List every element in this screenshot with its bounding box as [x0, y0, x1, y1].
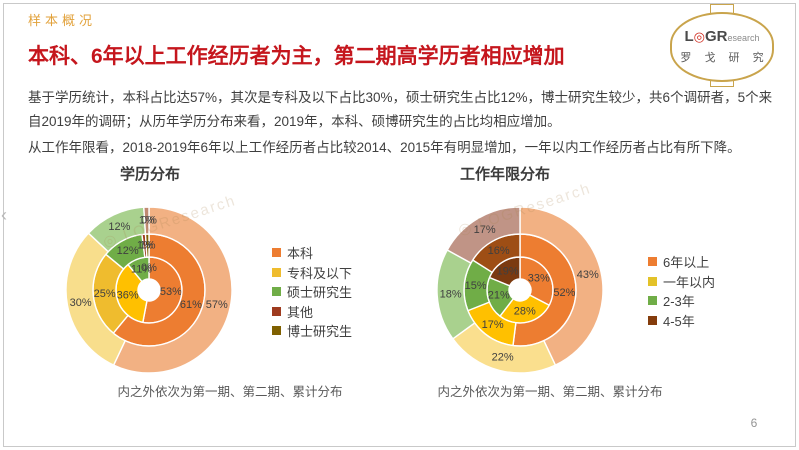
- slice-label: 25%: [94, 288, 116, 300]
- chart-title-tenure: 工作年限分布: [459, 166, 550, 183]
- legend-swatch-icon: [272, 267, 281, 277]
- slice-label: 0%: [141, 215, 157, 227]
- slice-label: 28%: [514, 306, 536, 318]
- slice-label: 16%: [488, 245, 510, 257]
- slice-label: 1%: [140, 240, 156, 252]
- slice-label: 12%: [117, 245, 139, 257]
- legend-item: 本科: [272, 243, 352, 263]
- tenure-caption: 内之外依次为第一期、第二期、累计分布: [437, 385, 663, 399]
- slice-label: 11%: [131, 263, 152, 275]
- legend-label: 一年以内: [663, 274, 716, 290]
- legend-swatch-icon: [272, 248, 281, 258]
- section-kicker: 样本概况: [28, 13, 97, 28]
- body-paragraph-2: 从工作年限看，2018-2019年6年以上工作经历者占比较2014、2015年有…: [28, 140, 741, 155]
- slice-label: 19%: [497, 266, 519, 278]
- slice-label: 17%: [482, 319, 504, 331]
- slice-label: 57%: [206, 299, 228, 311]
- slice-label: 36%: [117, 290, 139, 302]
- legend-swatch-icon: [272, 306, 281, 316]
- slice-label: 33%: [528, 273, 550, 285]
- legend-item: 博士研究生: [272, 321, 352, 341]
- legend-swatch-icon: [648, 276, 657, 286]
- slice-label: 53%: [160, 286, 182, 298]
- logo-chinese-name: 罗 戈 研 究: [680, 52, 769, 64]
- legend-swatch-icon: [648, 315, 657, 325]
- legend-label: 硕士研究生: [287, 285, 353, 301]
- logo: L◎GResearch 罗 戈 研 究: [666, 4, 776, 88]
- logo-wordmark: L◎GResearch: [684, 28, 760, 45]
- slice-label: 22%: [492, 351, 514, 363]
- legend-item: 2-3年: [648, 291, 715, 311]
- page-title: 本科、6年以上工作经历者为主，第二期高学历者相应增加: [28, 45, 565, 68]
- donut-slice: [112, 206, 233, 374]
- donut-slice: [143, 206, 150, 235]
- legend-label: 本科: [287, 246, 314, 262]
- legend-item: 一年以内: [648, 272, 715, 292]
- legend-swatch-icon: [272, 326, 281, 336]
- legend-swatch-icon: [272, 287, 281, 297]
- education-donut-chart: 53%36%11%0%61%25%12%1%1%57%30%12%1%0%: [65, 206, 233, 374]
- legend-label: 博士研究生: [287, 324, 353, 340]
- legend-item: 6年以上: [648, 252, 715, 272]
- education-legend: 本科专科及以下硕士研究生其他博士研究生: [272, 243, 352, 341]
- tenure-legend: 6年以上一年以内 2-3年 4-5年: [648, 252, 715, 330]
- slice-label: 18%: [440, 288, 462, 300]
- tenure-donut-chart: 33% 28% 21% 19% 52% 17% 15% 16% 43% 22% 18% 17%: [436, 206, 604, 374]
- legend-label: 专科及以下: [287, 265, 353, 281]
- legend-label: 6年以上: [663, 255, 710, 271]
- donut-hole: [509, 279, 531, 301]
- donut-slice: [519, 206, 604, 367]
- target-spiral-icon: ◎: [693, 29, 705, 44]
- donut-slice: [446, 206, 521, 264]
- slice-label: 30%: [70, 297, 92, 309]
- slice-label: 15%: [465, 280, 487, 292]
- slice-label: 12%: [108, 221, 130, 233]
- legend-item: 硕士研究生: [272, 282, 352, 302]
- legend-item: 其他: [272, 302, 352, 322]
- legend-label: 4-5年: [663, 313, 695, 329]
- slice-label: 61%: [180, 299, 202, 311]
- legend-item: 4-5年: [648, 311, 715, 331]
- slice-label: 0%: [141, 262, 157, 274]
- lantern-body-icon: L◎GResearch 罗 戈 研 究: [670, 12, 774, 82]
- legend-label: 2-3年: [663, 294, 695, 310]
- legend-swatch-icon: [648, 296, 657, 306]
- chart-title-education: 学历分布: [119, 166, 180, 183]
- prev-arrow-icon[interactable]: ‹: [1, 205, 7, 225]
- donut-hole: [138, 279, 160, 301]
- slice-label: 1%: [137, 240, 153, 252]
- legend-item: 专科及以下: [272, 263, 352, 283]
- slice-label: 21%: [488, 290, 510, 302]
- slice-label: 17%: [474, 224, 496, 236]
- body-paragraph-1: 基于学历统计，本科占比达57%，其次是专科及以下占比30%，硕士研究生占比12%…: [28, 90, 773, 129]
- page-number: 6: [750, 416, 758, 430]
- slice-label: 52%: [553, 287, 575, 299]
- education-caption: 内之外依次为第一期、第二期、累计分布: [117, 385, 343, 399]
- legend-label: 其他: [287, 304, 314, 320]
- slice-label: 43%: [577, 269, 599, 281]
- legend-swatch-icon: [648, 257, 657, 267]
- slice-label: 1%: [139, 215, 155, 227]
